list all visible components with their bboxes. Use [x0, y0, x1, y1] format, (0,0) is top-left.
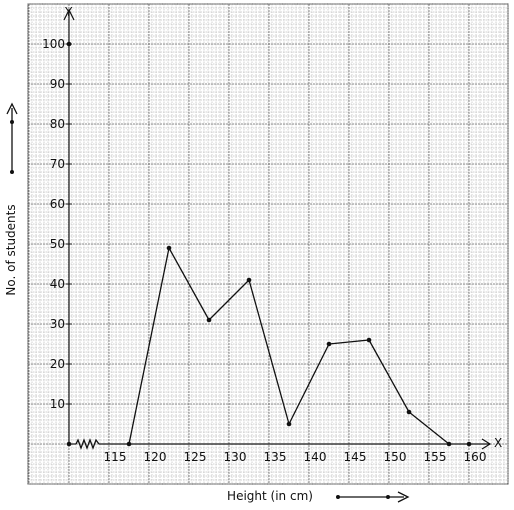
y-direction-arrow-dot-mid — [10, 120, 14, 124]
y-tick-label-100: 100 — [42, 37, 65, 51]
graph-paper-grid — [27, 3, 509, 485]
y-tick-label-40: 40 — [50, 277, 65, 291]
x-axis-letter: X — [494, 436, 502, 450]
x-direction-arrow-head — [397, 491, 410, 503]
series-layer — [66, 41, 472, 447]
data-point-0-0 — [126, 441, 132, 447]
x-tick-label-160: 160 — [464, 450, 487, 464]
y-tick-label-60: 60 — [50, 197, 65, 211]
y-tick-label-90: 90 — [50, 77, 65, 91]
data-point-0-4 — [286, 421, 292, 427]
x-axis-title: Height (in cm) — [227, 489, 313, 503]
y-axis-letter: Y — [64, 5, 73, 19]
data-point-0-8 — [446, 441, 452, 447]
data-point-0-2 — [206, 317, 212, 323]
data-point-0-1 — [166, 245, 172, 251]
x-tick-label-145: 145 — [344, 450, 367, 464]
x-tick-label-135: 135 — [264, 450, 287, 464]
x-tick-label-130: 130 — [224, 450, 247, 464]
y-axis-arrowhead — [63, 8, 75, 21]
x-axis-break-zigzag — [75, 438, 100, 450]
x-direction-arrow-dot-mid — [386, 495, 390, 499]
grid-major-lines — [28, 3, 508, 485]
y-tick-label-10: 10 — [50, 397, 65, 411]
data-point-0-3 — [246, 277, 252, 283]
data-point-0-6 — [366, 337, 372, 343]
extra-point-1 — [66, 441, 72, 447]
y-direction-arrow-dot-start — [10, 170, 14, 174]
x-direction-arrow-dot-start — [336, 495, 340, 499]
extra-point-2 — [466, 441, 472, 447]
labels: 10 20 30 40 50 60 70 80 90 100 115 120 125 130 135 140 1… — [42, 37, 486, 464]
x-tick-label-125: 125 — [184, 450, 207, 464]
y-tick-label-20: 20 — [50, 357, 65, 371]
y-tick-label-80: 80 — [50, 117, 65, 131]
x-axis-arrowhead — [481, 438, 492, 450]
y-axis-title: No. of students — [4, 204, 18, 295]
y-tick-label-50: 50 — [50, 237, 65, 251]
y-direction-arrow-head — [6, 102, 18, 115]
x-tick-label-115: 115 — [104, 450, 127, 464]
extra-point-0 — [66, 41, 72, 47]
x-tick-label-155: 155 — [424, 450, 447, 464]
data-point-0-7 — [406, 409, 412, 415]
x-tick-label-140: 140 — [304, 450, 327, 464]
data-point-0-5 — [326, 341, 332, 347]
axes — [6, 8, 492, 503]
y-tick-label-30: 30 — [50, 317, 65, 331]
x-tick-label-120: 120 — [144, 450, 167, 464]
x-tick-label-150: 150 — [384, 450, 407, 464]
y-tick-label-70: 70 — [50, 157, 65, 171]
